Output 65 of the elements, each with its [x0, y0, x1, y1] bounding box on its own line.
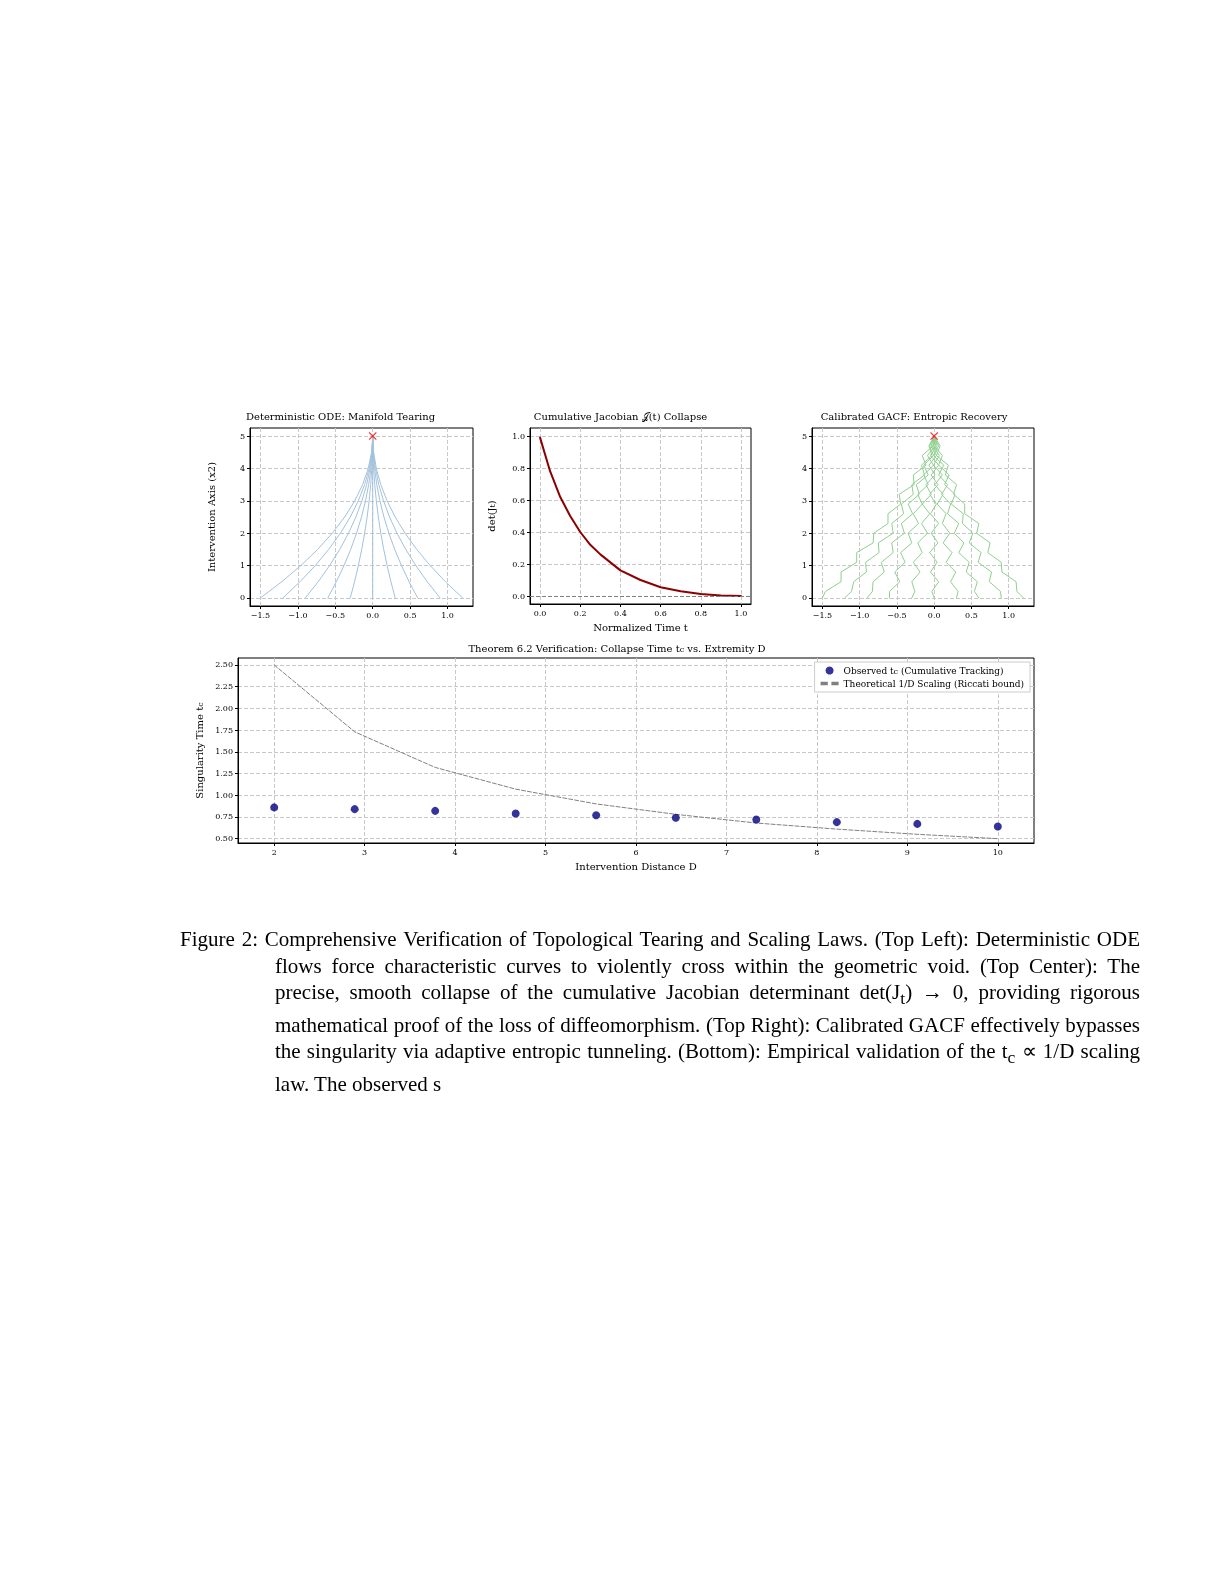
x-tick-label: −1.0 [849, 610, 870, 620]
x-axis-title: Normalized Time t [593, 621, 688, 633]
y-tick-label: 0.75 [215, 812, 233, 822]
y-tick-label: 2.50 [215, 660, 233, 670]
y-tick-label: 5 [801, 431, 807, 441]
chart-title: Deterministic ODE: Manifold Tearing [245, 410, 436, 422]
y-tick-label: 0.0 [512, 591, 525, 601]
y-tick-label: 0.8 [512, 463, 525, 473]
x-tick-label: 0.2 [573, 608, 587, 618]
x-tick-label: −1.0 [288, 610, 308, 620]
x-axis-title: Intervention Distance D [575, 860, 697, 872]
y-tick-label: 4 [801, 463, 807, 473]
y-tick-label: 1.75 [215, 725, 233, 735]
y-axis-title: Intervention Axis (x2) [205, 461, 217, 573]
y-tick-label: 2 [801, 528, 807, 538]
y-tick-label: 0 [801, 593, 807, 603]
x-tick-label: 7 [723, 847, 729, 857]
y-tick-label: 5 [239, 431, 245, 441]
x-tick-label: 1.0 [441, 610, 454, 620]
y-tick-label: 2.25 [215, 682, 233, 692]
x-tick-label: 0.5 [965, 610, 978, 620]
chart-title: Cumulative Jacobian 𝒥(t) Collapse [533, 410, 708, 422]
y-tick-label: 1 [239, 561, 245, 571]
x-tick-label: 0.0 [927, 610, 941, 620]
x-tick-label: 9 [904, 847, 910, 857]
x-tick-label: 0.5 [403, 610, 417, 620]
x-tick-label: 0.0 [533, 608, 547, 618]
x-tick-label: 0.8 [694, 608, 708, 618]
y-tick-label: 3 [239, 496, 245, 506]
y-tick-label: 1.25 [215, 769, 233, 779]
y-tick-label: 1.0 [512, 431, 525, 441]
x-tick-label: 0.0 [366, 610, 380, 620]
legend-label: Theoretical 1/D Scaling (Riccati bound) [843, 678, 1025, 689]
y-tick-label: 2.00 [215, 703, 233, 713]
legend-label: Observed tc (Cumulative Tracking) [843, 665, 1004, 676]
x-tick-label: 1.0 [734, 608, 748, 618]
x-tick-label: 5 [543, 847, 549, 857]
x-tick-label: 10 [992, 847, 1003, 857]
x-tick-label: 4 [452, 847, 458, 857]
y-tick-label: 0 [239, 593, 245, 603]
x-tick-label: 1.0 [1002, 610, 1016, 620]
y-tick-label: 0.50 [215, 834, 233, 844]
y-axis-title: det(Jt) [485, 500, 497, 532]
x-tick-label: 6 [633, 847, 639, 857]
text: Figure 2: Comprehensive Verification of Topological Tearing and Scaling Laws. (Top Left): Deterministic ODE flows force characteristic curves to violently cross within the geometric void. (Top Center): The precise, smooth collapse of the cumulative Jacobian determinant det(J$_{t}$) → 0, providing rigorous mathematical proof of the loss of diffeomorphism. (Top Right): Calibrated GACF effectively bypasses the singularity via adaptive entropic tunneling. (Bottom): Empirical validation of the t$_{c}$ ∝ 1/D scaling law. The observed s [180, 927, 1140, 1096]
x-tick-label: −1.5 [250, 610, 271, 620]
x-tick-label: 3 [362, 847, 368, 857]
y-tick-label: 0.6 [512, 495, 525, 505]
x-tick-label: 0.4 [614, 608, 627, 618]
y-tick-label: 0.4 [512, 527, 525, 537]
x-tick-label: 0.6 [654, 608, 667, 618]
y-tick-label: 4 [239, 463, 245, 473]
x-tick-label: −1.5 [812, 610, 833, 620]
y-tick-label: 1.50 [215, 747, 233, 757]
y-tick-label: 1 [801, 561, 807, 571]
chart-title: Theorem 6.2 Verification: Collapse Time tc vs. Extremity D [468, 642, 766, 654]
y-tick-label: 3 [801, 496, 807, 506]
x-tick-label: 8 [814, 847, 820, 857]
y-tick-label: 0.2 [512, 559, 525, 569]
x-tick-label: −0.5 [325, 610, 346, 620]
chart-title: Calibrated GACF: Entropic Recovery [820, 410, 1008, 422]
x-tick-label: 2 [271, 847, 277, 857]
y-tick-label: 2 [239, 528, 245, 538]
y-tick-label: 1.00 [215, 790, 233, 800]
x-tick-label: −0.5 [887, 610, 907, 620]
